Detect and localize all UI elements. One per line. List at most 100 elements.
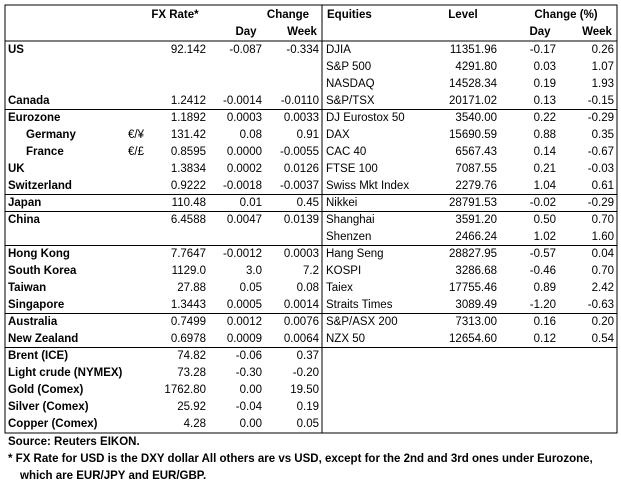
index-name: Swiss Mkt Index <box>326 180 409 192</box>
index-name: NZX 50 <box>326 333 365 345</box>
index-name: S&P/TSX <box>326 95 375 107</box>
index-name: DAX <box>326 129 350 141</box>
index-day: 1.02 <box>534 231 556 243</box>
fx-week: 0.0003 <box>284 248 319 260</box>
index-name: S&P 500 <box>326 61 371 73</box>
index-week: 0.35 <box>592 129 614 141</box>
fx-day: -0.0014 <box>223 95 263 107</box>
fx-week: 0.19 <box>297 401 319 413</box>
pair-note: €/¥ <box>128 129 145 141</box>
row-label: Germany <box>26 129 76 141</box>
index-week: 0.20 <box>592 316 614 328</box>
fx-rate: 0.7499 <box>171 316 206 328</box>
fx-week: -0.0110 <box>281 95 319 107</box>
fx-day: -0.04 <box>236 401 263 413</box>
header: Equities <box>327 9 372 21</box>
index-week: 0.26 <box>592 44 614 56</box>
row-label: Taiwan <box>8 282 46 294</box>
index-week: 0.04 <box>592 248 615 260</box>
fx-week: 0.91 <box>297 129 319 141</box>
index-week: 0.54 <box>592 333 615 345</box>
fx-day: 0.0005 <box>227 299 262 311</box>
row-label: New Zealand <box>8 333 78 345</box>
header: Day <box>235 26 257 38</box>
row-label: France <box>26 146 64 158</box>
index-day: 1.04 <box>534 180 557 192</box>
index-day: -0.46 <box>530 265 556 277</box>
index-day: 0.21 <box>534 163 556 175</box>
fx-week: -0.0037 <box>280 180 319 192</box>
fx-rate: 1.1892 <box>171 112 206 124</box>
fx-day: -0.06 <box>236 350 262 362</box>
index-week: 1.60 <box>592 231 614 243</box>
index-level: 2466.24 <box>455 231 497 243</box>
fx-week: 0.0139 <box>284 214 319 226</box>
index-day: -1.20 <box>530 299 556 311</box>
note: * FX Rate for USD is the DXY dollar All … <box>8 453 593 465</box>
index-week: -0.15 <box>588 95 614 107</box>
fx-rate: 27.88 <box>177 282 206 294</box>
fx-rate: 92.142 <box>171 44 206 56</box>
fx-week: -0.20 <box>293 367 319 379</box>
row-label: Canada <box>8 95 50 107</box>
index-name: DJ Eurostox 50 <box>326 112 405 124</box>
fx-rate: 0.6978 <box>171 333 206 345</box>
index-day: -0.17 <box>530 44 556 56</box>
fx-day: -0.30 <box>236 367 262 379</box>
index-level: 2279.76 <box>455 180 497 192</box>
fx-rate: 131.42 <box>171 129 206 141</box>
fx-day: -0.0012 <box>223 248 262 260</box>
index-name: DJIA <box>326 44 351 56</box>
index-day: 0.16 <box>534 316 556 328</box>
index-level: 12654.60 <box>449 333 497 345</box>
fx-rate: 7.7647 <box>171 248 206 260</box>
note: which are EUR/JPY and EUR/GBP. <box>19 470 206 482</box>
index-week: -0.29 <box>588 197 614 209</box>
fx-rate: 0.8595 <box>171 146 206 158</box>
row-label: UK <box>8 163 25 175</box>
index-day: 0.12 <box>534 333 556 345</box>
fx-week: 0.45 <box>297 197 319 209</box>
fx-rate: 74.82 <box>177 350 206 362</box>
index-level: 28827.95 <box>449 248 497 260</box>
fx-day: 0.08 <box>240 129 262 141</box>
row-label: Switzerland <box>8 180 72 192</box>
index-name: Nikkei <box>326 197 357 209</box>
fx-rate: 1.2412 <box>171 95 206 107</box>
index-week: 0.70 <box>592 214 614 226</box>
row-label: Hong Kong <box>8 248 70 260</box>
index-week: 2.42 <box>592 282 614 294</box>
fx-rate: 0.9222 <box>171 180 206 192</box>
row-label: Copper (Comex) <box>8 418 98 430</box>
index-week: 1.07 <box>592 61 614 73</box>
row-label: Australia <box>8 316 58 328</box>
index-week: 0.61 <box>592 180 614 192</box>
fx-day: 0.0002 <box>227 163 262 175</box>
fx-day: 0.0047 <box>227 214 262 226</box>
fx-rate: 110.48 <box>172 197 206 209</box>
fx-week: -0.0055 <box>280 146 319 158</box>
fx-rate: 4.28 <box>184 418 206 430</box>
index-name: Straits Times <box>326 299 393 311</box>
index-level: 7087.55 <box>455 163 497 175</box>
fx-week: 19.50 <box>290 384 319 396</box>
fx-day: 0.0009 <box>227 333 262 345</box>
fx-rate: 1.3443 <box>171 299 206 311</box>
header: Change (%) <box>534 9 597 21</box>
index-level: 3286.68 <box>455 265 497 277</box>
fx-day: -0.087 <box>229 44 262 56</box>
fx-day: 0.01 <box>240 197 262 209</box>
fx-week: 0.0126 <box>284 163 319 175</box>
header: Change <box>267 9 309 21</box>
index-level: 6567.43 <box>455 146 497 158</box>
fx-rate: 1762.80 <box>164 384 206 396</box>
index-level: 15690.59 <box>449 129 497 141</box>
fx-rate: 1129.0 <box>172 265 206 277</box>
fx-week: 0.0064 <box>284 333 320 345</box>
index-week: -0.03 <box>588 163 614 175</box>
index-week: -0.67 <box>588 146 614 158</box>
fx-day: 3.0 <box>246 265 262 277</box>
fx-rate: 1.3834 <box>171 163 207 175</box>
header: FX Rate* <box>151 9 199 21</box>
